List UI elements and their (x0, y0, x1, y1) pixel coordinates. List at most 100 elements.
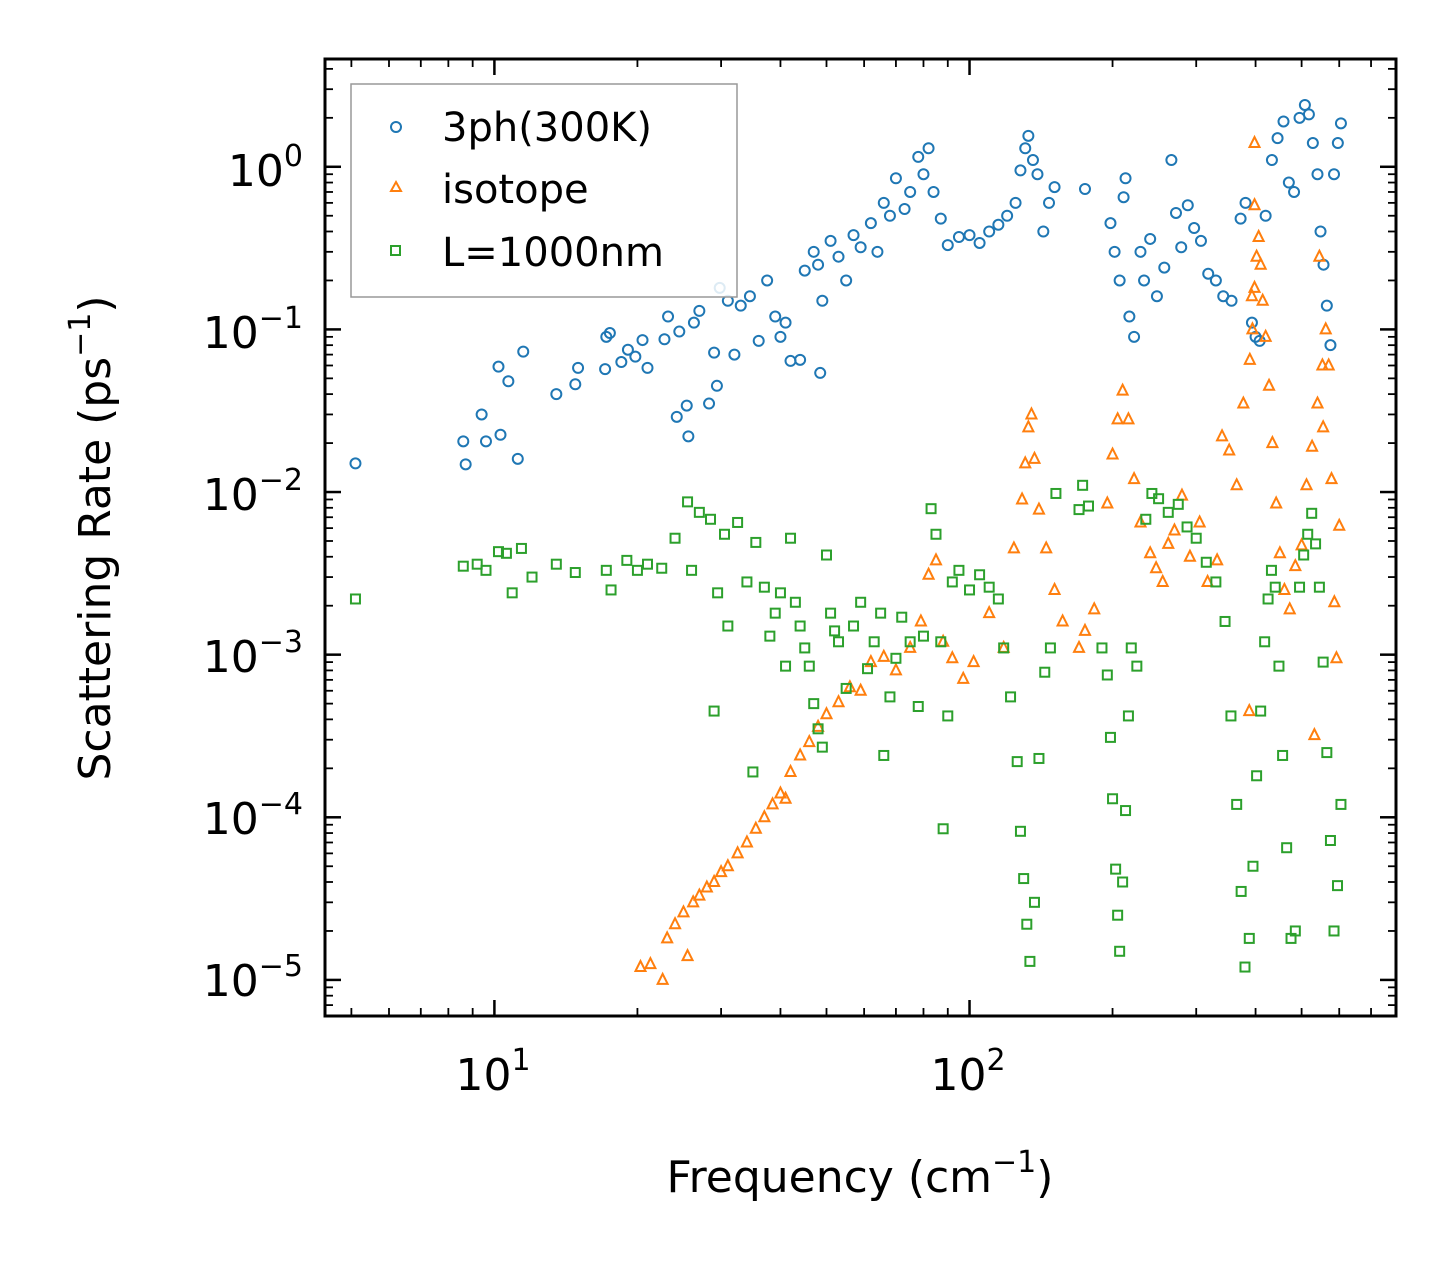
y-tick-label: 10−2 (203, 463, 303, 521)
data-point (1043, 196, 1056, 209)
data-point (712, 587, 724, 599)
data-point (1113, 274, 1126, 287)
data-point (1219, 615, 1231, 627)
data-point (1322, 357, 1336, 371)
data-point (831, 693, 846, 708)
data-point (1321, 747, 1333, 759)
data-point (941, 239, 954, 252)
data-point (1273, 545, 1287, 559)
data-point (966, 653, 981, 668)
data-point (1028, 896, 1040, 908)
data-point (517, 345, 530, 358)
data-point (750, 536, 762, 548)
data-point (1125, 642, 1137, 654)
data-point (615, 356, 628, 369)
data-point (721, 858, 735, 872)
data-point (1105, 446, 1120, 460)
data-point (1021, 918, 1033, 930)
data-point (1215, 428, 1229, 442)
data-point (603, 327, 616, 340)
data-point (930, 528, 942, 540)
data-point (629, 350, 642, 363)
data-point (1194, 234, 1207, 247)
data-point (1022, 129, 1035, 142)
data-point (1302, 108, 1315, 121)
data-point (1024, 955, 1036, 967)
data-point (506, 587, 518, 599)
data-point (492, 360, 505, 373)
data-point (1259, 209, 1272, 222)
data-point (719, 528, 731, 540)
data-point (669, 532, 681, 544)
data-point (898, 203, 911, 216)
legend: 3ph(300K) isotope L=1000nm (350, 83, 738, 298)
data-point (1032, 501, 1046, 515)
data-point (475, 408, 488, 421)
data-point (1055, 613, 1070, 627)
data-point (1332, 517, 1346, 531)
data-point (878, 749, 890, 761)
data-point (1251, 770, 1263, 782)
data-point (1234, 212, 1247, 225)
data-point (1031, 168, 1044, 181)
data-point (1331, 137, 1344, 150)
data-point (1134, 245, 1147, 258)
data-point (722, 620, 734, 632)
data-point (1115, 382, 1130, 396)
data-point (708, 346, 721, 359)
data-point (1235, 885, 1247, 897)
data-point (982, 604, 996, 619)
data-point (1131, 660, 1143, 672)
data-point (1014, 825, 1026, 837)
data-point (921, 566, 936, 580)
data-point (693, 304, 706, 317)
data-point (1273, 660, 1285, 672)
data-point (1114, 945, 1126, 957)
data-point (912, 701, 924, 713)
data-point (1277, 749, 1289, 761)
data-point (682, 496, 694, 508)
data-point (1252, 228, 1266, 243)
data-point (1188, 222, 1201, 235)
data-point (668, 915, 682, 930)
data-point (479, 435, 492, 448)
data-point (670, 410, 683, 423)
data-point (1310, 395, 1325, 409)
data-point (912, 150, 925, 163)
data-point (1249, 248, 1264, 262)
data-point (1259, 328, 1273, 342)
data-point (1210, 576, 1222, 588)
data-point (983, 581, 995, 593)
data-point (1156, 573, 1170, 587)
data-point (740, 834, 754, 848)
data-point (569, 378, 582, 391)
data-point (1329, 650, 1344, 664)
data-point (660, 930, 674, 944)
data-point (877, 196, 890, 209)
data-point (883, 209, 896, 222)
data-point (1018, 873, 1030, 885)
data-point (1313, 581, 1325, 593)
data-point (1161, 535, 1175, 549)
data-point (807, 245, 820, 258)
x-tick-labels: 101 102 (455, 1043, 1005, 1101)
data-point (1033, 752, 1045, 764)
data-point (1288, 557, 1302, 572)
data-point (1247, 860, 1259, 872)
data-point (572, 361, 585, 374)
data-point (1247, 279, 1262, 293)
data-point (1122, 710, 1134, 722)
data-point (998, 642, 1010, 654)
data-point (1193, 514, 1207, 528)
data-point (658, 333, 671, 346)
data-point (492, 546, 504, 558)
data-point (1269, 495, 1283, 509)
data-point (1167, 522, 1182, 536)
data-point (1200, 556, 1212, 568)
data-point (1162, 506, 1174, 518)
data-point (656, 562, 668, 574)
data-point (1133, 514, 1148, 528)
data-point (676, 904, 691, 918)
data-point (631, 564, 643, 576)
